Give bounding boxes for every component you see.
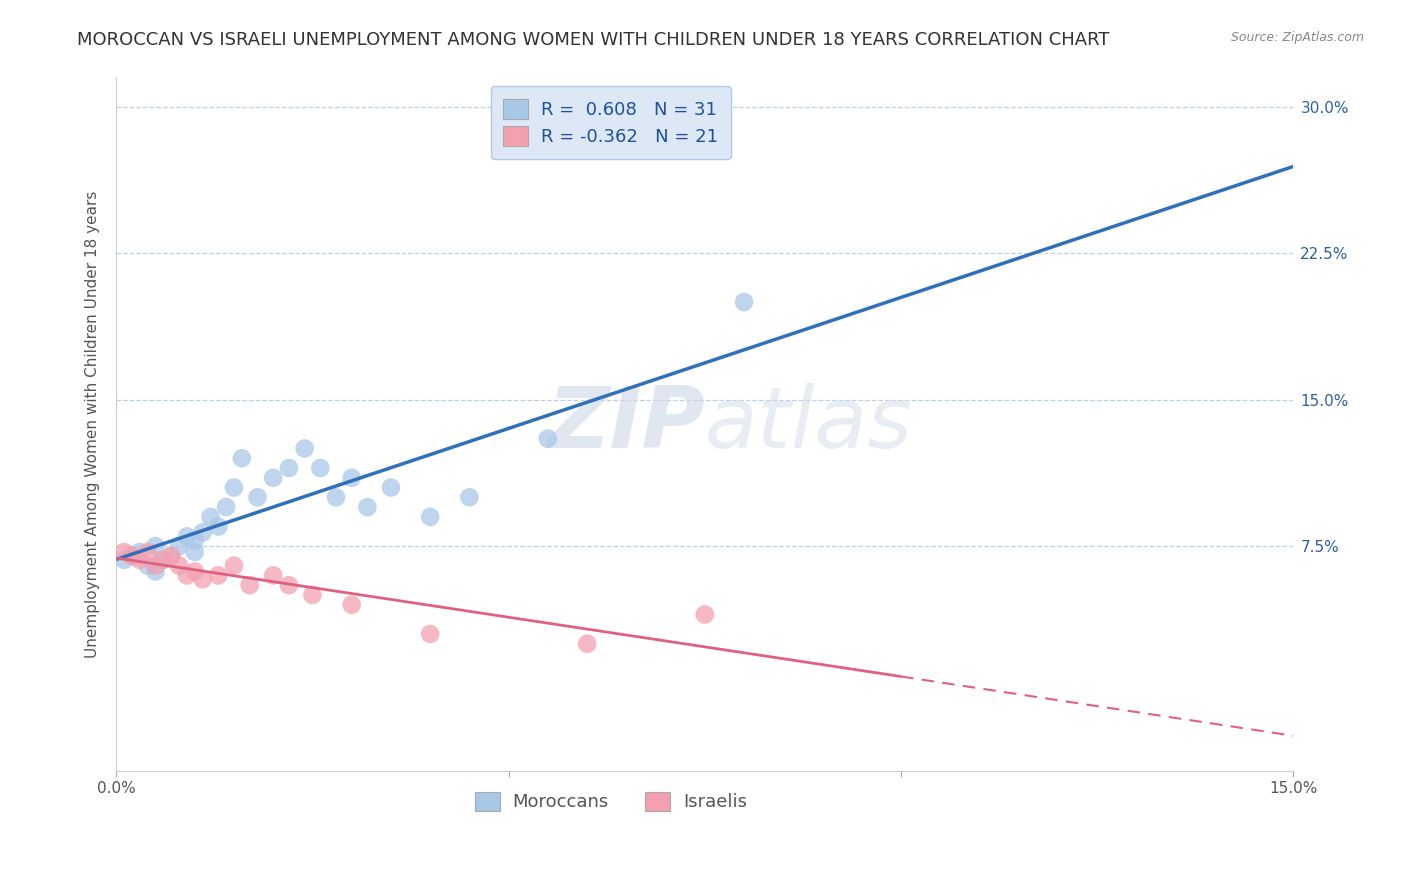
Point xyxy=(176,529,198,543)
Text: Source: ZipAtlas.com: Source: ZipAtlas.com xyxy=(1230,31,1364,45)
Point xyxy=(191,572,214,586)
Point xyxy=(128,553,150,567)
Point xyxy=(112,545,135,559)
Point xyxy=(576,637,599,651)
Point xyxy=(380,481,402,495)
Point xyxy=(128,545,150,559)
Point xyxy=(136,558,159,573)
Point xyxy=(246,491,269,505)
Point xyxy=(356,500,378,514)
Point xyxy=(121,549,143,563)
Point xyxy=(419,509,441,524)
Point xyxy=(419,627,441,641)
Point xyxy=(200,509,222,524)
Point xyxy=(167,558,190,573)
Text: ZIP: ZIP xyxy=(547,383,704,466)
Point xyxy=(222,481,245,495)
Point xyxy=(145,565,167,579)
Point xyxy=(301,588,323,602)
Point xyxy=(262,471,284,485)
Point xyxy=(239,578,262,592)
Point xyxy=(152,553,174,567)
Text: MOROCCAN VS ISRAELI UNEMPLOYMENT AMONG WOMEN WITH CHILDREN UNDER 18 YEARS CORREL: MOROCCAN VS ISRAELI UNEMPLOYMENT AMONG W… xyxy=(77,31,1109,49)
Point xyxy=(693,607,716,622)
Point xyxy=(215,500,238,514)
Point xyxy=(176,568,198,582)
Point xyxy=(136,545,159,559)
Point xyxy=(160,549,183,563)
Point xyxy=(160,549,183,563)
Point xyxy=(277,578,299,592)
Point xyxy=(277,461,299,475)
Point xyxy=(191,525,214,540)
Point xyxy=(145,558,167,573)
Point xyxy=(184,565,207,579)
Point xyxy=(309,461,332,475)
Y-axis label: Unemployment Among Women with Children Under 18 years: Unemployment Among Women with Children U… xyxy=(86,190,100,657)
Point xyxy=(222,558,245,573)
Text: atlas: atlas xyxy=(704,383,912,466)
Point xyxy=(121,549,143,563)
Point xyxy=(294,442,316,456)
Point xyxy=(340,598,363,612)
Point xyxy=(145,539,167,553)
Point xyxy=(207,568,229,582)
Point xyxy=(184,545,207,559)
Point xyxy=(112,553,135,567)
Point xyxy=(207,519,229,533)
Point xyxy=(184,533,207,548)
Point xyxy=(167,539,190,553)
Point xyxy=(340,471,363,485)
Point xyxy=(458,491,481,505)
Point xyxy=(152,553,174,567)
Legend: Moroccans, Israelis: Moroccans, Israelis xyxy=(463,779,759,824)
Point xyxy=(231,451,253,466)
Point xyxy=(733,295,755,310)
Point xyxy=(537,432,560,446)
Point xyxy=(262,568,284,582)
Point xyxy=(325,491,347,505)
